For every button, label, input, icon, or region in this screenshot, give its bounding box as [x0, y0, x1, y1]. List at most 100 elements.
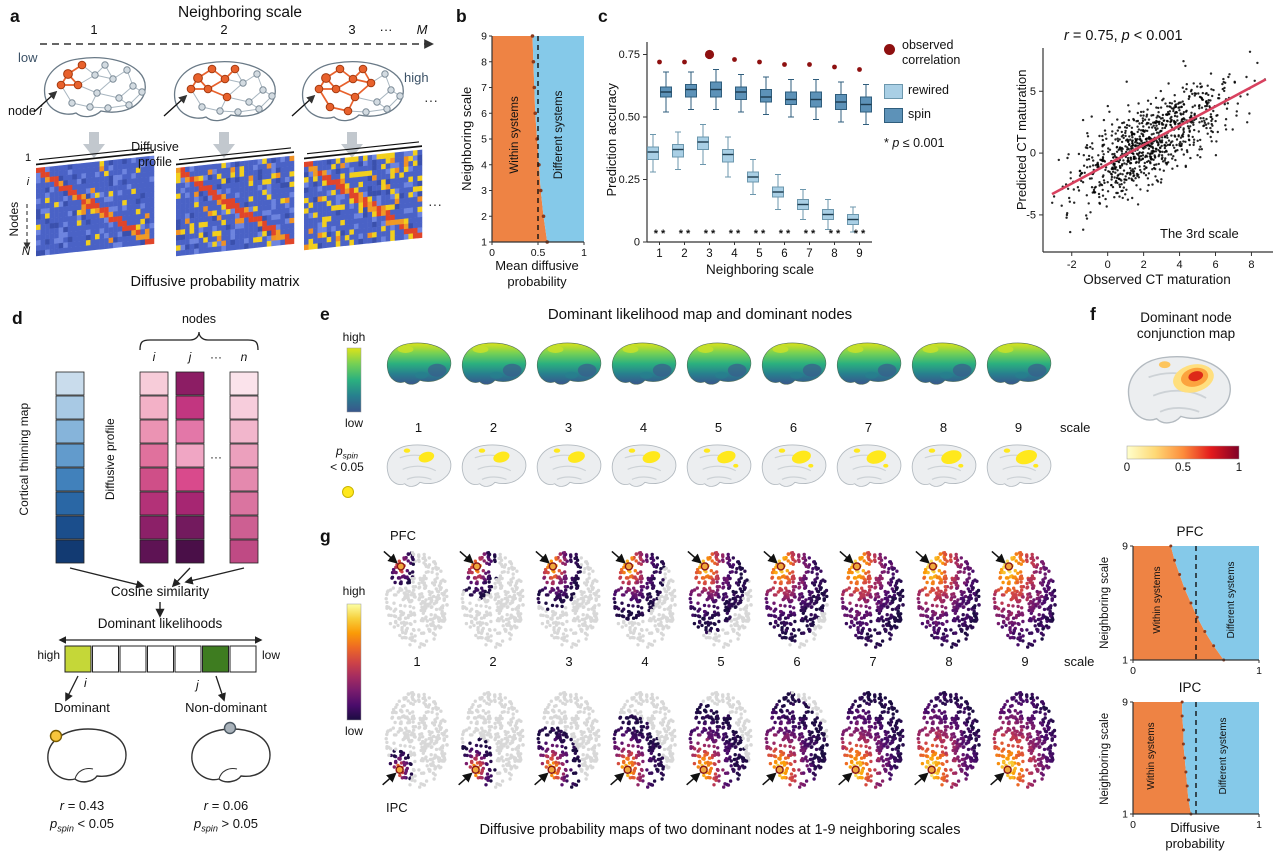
dominant-likelihoods-label: Dominant likelihoods — [97, 616, 223, 631]
scale-number: 6 — [793, 654, 801, 669]
likelihood-brain-scale-9 — [986, 342, 1052, 385]
diffusive-profile-axis-label: Diffusive profile — [102, 418, 117, 501]
dominant-node-marker — [623, 765, 632, 774]
dominant-node-marker — [395, 765, 404, 774]
likelihood-brain-scale-6 — [761, 342, 827, 385]
panel-c-label: c — [598, 6, 608, 26]
dominant-nodes-brain-scale-7 — [836, 444, 902, 487]
non-dominant-label: Non-dominant — [185, 700, 267, 715]
brain-outline — [191, 728, 271, 783]
brain-network-scale-2 — [173, 60, 276, 122]
p-spin-threshold: pspin < 0.05 — [330, 444, 364, 475]
scale-tick-ellipsis: ··· — [379, 22, 393, 37]
panel-f-graphic — [1126, 356, 1240, 460]
matrices-ellipsis: ··· — [428, 196, 442, 212]
dominant-node-marker — [699, 765, 708, 774]
dominant-node-marker — [852, 562, 862, 571]
diffusive-map-ipc-scale-2 — [458, 691, 525, 789]
svg-text:0.25: 0.25 — [619, 174, 640, 186]
scale-word: scale — [1060, 420, 1091, 435]
svg-text:* *: * * — [704, 228, 716, 240]
non-dominant-p-value: pspin > 0.05 — [193, 816, 259, 834]
svg-text:8: 8 — [831, 248, 837, 260]
panel-g-graphic — [346, 550, 1057, 789]
likelihood-brain-scale-1 — [386, 342, 452, 385]
dominant-nodes-brain-scale-6 — [761, 444, 827, 487]
dominant-nodes-brain-scale-8 — [911, 444, 977, 487]
scale-number-row-g: 1 2 3 4 5 6 7 8 9 — [379, 654, 1063, 670]
svg-text:0: 0 — [634, 237, 640, 249]
panel-f-label: f — [1090, 304, 1096, 324]
dominant-node-marker — [548, 562, 558, 571]
svg-text:1: 1 — [581, 247, 587, 259]
svg-text:6: 6 — [1212, 259, 1218, 271]
dominant-node-marker — [472, 562, 482, 571]
svg-text:0: 0 — [1030, 148, 1036, 160]
dominant-node-marker — [1004, 562, 1014, 571]
ipc-chart-title: IPC — [1178, 680, 1202, 695]
svg-text:2: 2 — [681, 248, 687, 260]
scale-number: 2 — [489, 420, 498, 435]
scale-tick-3: 3 — [348, 22, 356, 37]
brain-outline — [47, 728, 127, 783]
low-label: low — [18, 50, 38, 65]
panel-g-caption: Diffusive probability maps of two domina… — [479, 822, 961, 838]
scale-number: 1 — [413, 654, 421, 669]
legend-rewired: rewired — [908, 83, 949, 97]
scale-number: 6 — [789, 420, 798, 435]
svg-text:1: 1 — [481, 237, 487, 249]
svg-text:0.5: 0.5 — [531, 247, 546, 259]
dominant-nodes-brain-scale-2 — [461, 444, 527, 487]
scale-number: 5 — [717, 654, 725, 669]
conj-cbar-tick-1: 1 — [1235, 462, 1243, 474]
svg-text:* *: * * — [679, 228, 691, 240]
conjunction-brain — [1127, 356, 1231, 424]
scale-number-row: 1 2 3 4 5 6 7 8 9 — [381, 420, 1056, 436]
svg-text:3: 3 — [706, 248, 712, 260]
diffusive-map-pfc-scale-1 — [383, 550, 449, 649]
diffusive-map-ipc-scale-3 — [534, 691, 601, 789]
cortical-thinning-label: Cortical thinning map — [16, 402, 31, 516]
likelihood-brain-scale-2 — [461, 342, 527, 385]
matrix-row-1-label: 1 — [24, 152, 32, 164]
within-systems-label: Within systems — [509, 96, 522, 174]
panel-e-label: e — [320, 304, 330, 324]
dominant-node-marker — [396, 562, 406, 571]
pfc-different-label: Different systems — [1226, 561, 1237, 639]
scale-number: 2 — [489, 654, 497, 669]
matrix-row-i-label: i — [26, 176, 30, 188]
pfc-chart-ylabel: Neighboring scale — [1099, 556, 1112, 649]
likelihood-brain-scale-3 — [536, 342, 602, 385]
likelihood-cbar-high: high — [342, 330, 366, 344]
brain-network-scale-3 — [301, 60, 404, 122]
svg-text:8: 8 — [1248, 259, 1254, 271]
svg-text:0.50: 0.50 — [619, 112, 640, 124]
svg-text:* *: * * — [854, 228, 866, 240]
scale-number: 3 — [564, 420, 573, 435]
dominant-node-marker — [851, 765, 860, 774]
pfc-chart-title: PFC — [1176, 524, 1204, 539]
panel-a-graphic — [23, 39, 434, 257]
scatter-annotation: r = 0.75, p < 0.001 — [1064, 28, 1183, 44]
node-i-label: node i — [8, 104, 43, 118]
diffusive-map-ipc-scale-1 — [382, 691, 449, 789]
scale-number: 9 — [1014, 420, 1023, 435]
observed-dot-swatch — [884, 44, 895, 55]
scale-number: 4 — [641, 654, 649, 669]
scale-number: 8 — [945, 654, 953, 669]
svg-text:4: 4 — [1177, 259, 1183, 271]
diffusive-map-ipc-scale-7 — [838, 691, 905, 789]
brain-network-scale-1 — [43, 56, 146, 118]
scale-number: 3 — [565, 654, 573, 669]
diffusive-colorbar — [346, 603, 362, 721]
svg-text:9: 9 — [481, 31, 487, 43]
panel-e-graphic — [346, 342, 1052, 487]
arrow-i-label: i — [84, 676, 87, 690]
legend-significance-note: * p ≤ 0.001 — [884, 136, 945, 150]
svg-text:1: 1 — [656, 248, 662, 260]
svg-text:7: 7 — [806, 248, 812, 260]
dominant-node-marker — [471, 765, 480, 774]
svg-text:2: 2 — [481, 211, 487, 223]
panel-f-title: Dominant node conjunction map — [1136, 310, 1236, 342]
ct-scatter-chart: -2 0 2 4 6 8 -5 0 5 — [1026, 48, 1273, 271]
